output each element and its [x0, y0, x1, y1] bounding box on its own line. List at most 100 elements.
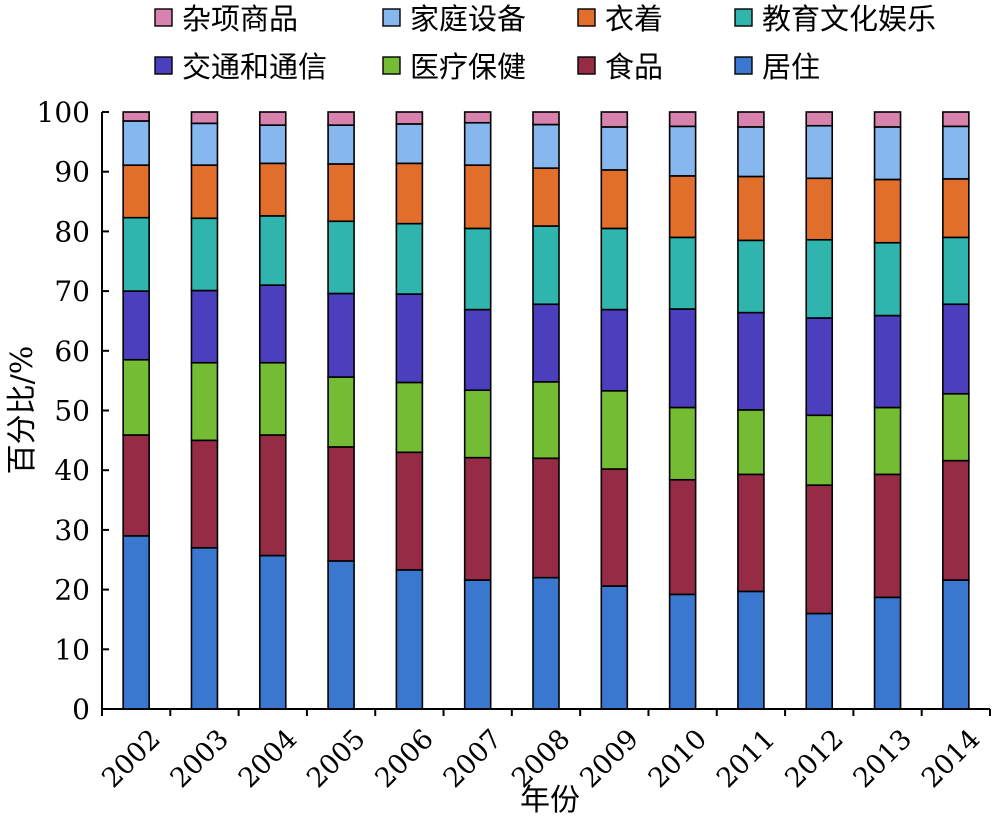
bar-segment [122, 434, 150, 537]
bar-segment [873, 314, 902, 409]
bar-segment [258, 554, 287, 710]
bar-segment [327, 163, 355, 223]
bar-segment [873, 111, 902, 128]
bar-segment [668, 478, 697, 596]
bar-segment [873, 596, 902, 710]
bar-segment [395, 381, 424, 454]
bar-segment [190, 289, 219, 364]
bar-segment [532, 576, 560, 710]
bar-segment [600, 111, 629, 128]
bar-segment [327, 111, 355, 126]
bar-segment [463, 456, 492, 581]
x-tick-label: 2009 [574, 724, 645, 795]
bar-segment [873, 178, 902, 244]
bar-segment [258, 162, 287, 217]
bar-segment [190, 111, 219, 125]
bar-segment [805, 111, 834, 127]
bar-segment [873, 406, 902, 476]
bar-segment [327, 220, 355, 295]
bar-segment [258, 111, 287, 126]
y-tick-label: 70 [54, 275, 90, 308]
bar-segment [668, 111, 697, 128]
bar-segment [190, 122, 219, 166]
bar-segment [668, 236, 697, 310]
legend-swatch [154, 8, 173, 27]
bar-segment [122, 358, 150, 436]
bar-segment [258, 361, 287, 436]
bar-segment [737, 175, 765, 242]
bar-segment [600, 585, 629, 710]
y-tick-label: 90 [54, 156, 90, 189]
bar-segment [327, 376, 355, 448]
bar-segment [258, 434, 287, 557]
bar-segment [190, 439, 219, 549]
bar-segment [942, 178, 970, 239]
x-tick-label: 2005 [301, 724, 372, 795]
bar-segment [600, 126, 629, 171]
bar-segment [805, 238, 834, 319]
legend-swatch [382, 56, 401, 75]
legend-label: 杂项商品 [182, 2, 298, 36]
bar-segment [600, 169, 629, 230]
bar-segment [122, 111, 150, 122]
bar-segment [463, 389, 492, 459]
bar-segment [463, 308, 492, 392]
legend-swatch [382, 8, 401, 27]
bar-segment [942, 111, 970, 128]
bar-segment [873, 241, 902, 317]
bar-segment [805, 317, 834, 417]
x-tick-label: 2006 [369, 724, 440, 795]
bar-segment [190, 547, 219, 710]
bar-segment [805, 612, 834, 710]
bar-segment [737, 239, 765, 314]
bar-segment [532, 111, 560, 126]
bar-segment [668, 593, 697, 710]
x-tick-label: 2010 [643, 724, 714, 795]
bar-segment [395, 569, 424, 710]
bar-segment [258, 215, 287, 286]
bar-segment [668, 125, 697, 177]
x-tick-label: 2013 [848, 724, 919, 795]
bar-segment [805, 124, 834, 180]
y-tick-label: 50 [54, 395, 90, 428]
bar-segment [805, 484, 834, 615]
bar-segment [122, 216, 150, 292]
legend-swatch [577, 56, 596, 75]
y-tick-label: 20 [54, 574, 90, 607]
bar-segment [532, 303, 560, 383]
bar-segment [190, 361, 219, 442]
legend-swatch [154, 56, 173, 75]
legend-label: 食品 [605, 50, 663, 84]
y-tick-label: 60 [54, 335, 90, 368]
x-tick-label: 2004 [233, 724, 304, 795]
bar-segment [737, 409, 765, 476]
bar-segment [395, 222, 424, 295]
bar-segment [737, 126, 765, 178]
bar-segment [942, 392, 970, 462]
bar-segment [122, 164, 150, 219]
y-tick-label: 30 [54, 514, 90, 547]
bar-segment [327, 292, 355, 378]
bar-segment [805, 177, 834, 241]
bar-segment [942, 125, 970, 180]
bar-segment [532, 381, 560, 460]
bar-segment [395, 123, 424, 165]
bar-segment [395, 111, 424, 125]
bar-segment [737, 473, 765, 593]
bar-segment [327, 560, 355, 710]
bar-segment [395, 451, 424, 571]
bar-segment [463, 164, 492, 230]
bar-segment [395, 162, 424, 225]
bar-segment [258, 284, 287, 364]
bar-segment [942, 236, 970, 306]
bar-segment [668, 308, 697, 409]
legend-label: 医疗保健 [410, 50, 526, 84]
legend-label: 教育文化娱乐 [762, 2, 936, 36]
bar-segment [737, 590, 765, 710]
bar-segment [395, 293, 424, 384]
bar-segment [873, 126, 902, 181]
bars [122, 111, 970, 710]
bar-segment [122, 290, 150, 361]
bar-segment [600, 308, 629, 392]
legend-label: 交通和通信 [182, 50, 327, 84]
